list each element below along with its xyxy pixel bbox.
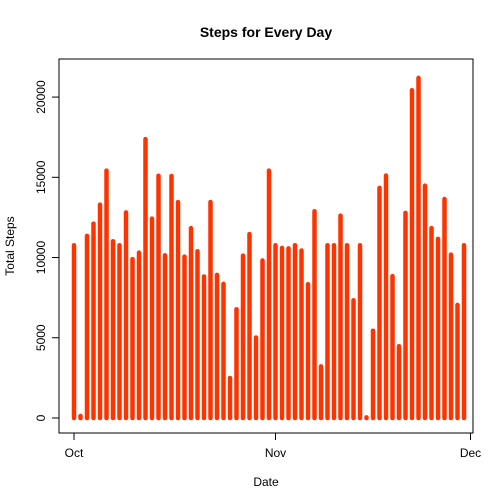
y-tick-label-0: 0 <box>34 414 48 421</box>
y-tick-label-10000: 10000 <box>34 241 48 275</box>
y-tick-label-5000: 5000 <box>34 324 48 351</box>
chart-title: Steps for Every Day <box>200 24 332 40</box>
y-tick-label-15000: 15000 <box>34 160 48 194</box>
y-axis: 0 5000 10000 15000 20000 <box>34 80 60 421</box>
y-axis-label: Total Steps <box>3 216 17 275</box>
bars-group <box>71 75 467 421</box>
x-tick-label-dec: Dec <box>460 446 481 460</box>
x-tick-label-nov: Nov <box>265 446 286 460</box>
x-tick-label-oct: Oct <box>65 446 84 460</box>
y-tick-label-20000: 20000 <box>34 80 48 114</box>
x-axis: Oct Nov Dec <box>65 432 481 460</box>
x-axis-label: Date <box>253 475 279 489</box>
